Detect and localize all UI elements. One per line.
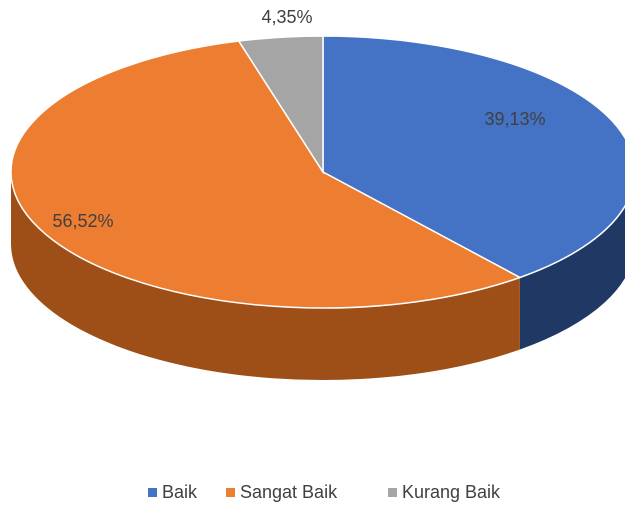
slice <box>10 40 522 309</box>
slice <box>237 35 324 175</box>
legend: Baik Sangat Baik Kurang Baik <box>148 482 501 502</box>
data-label: 56,52% <box>52 211 113 231</box>
data-label: 39,13% <box>484 109 545 129</box>
legend-marker <box>148 488 157 497</box>
data-labels: 39,13% 56,52% 4,35% <box>52 7 545 231</box>
data-label: 4,35% <box>261 7 312 27</box>
slice <box>322 35 625 279</box>
pie-tops <box>10 35 625 309</box>
legend-label: Sangat Baik <box>240 482 338 502</box>
slice-side <box>519 206 625 350</box>
slice-side <box>11 172 520 380</box>
legend-marker <box>226 488 235 497</box>
pie-sides <box>11 172 625 380</box>
legend-marker <box>388 488 397 497</box>
legend-label: Kurang Baik <box>402 482 501 502</box>
legend-label: Baik <box>162 482 198 502</box>
